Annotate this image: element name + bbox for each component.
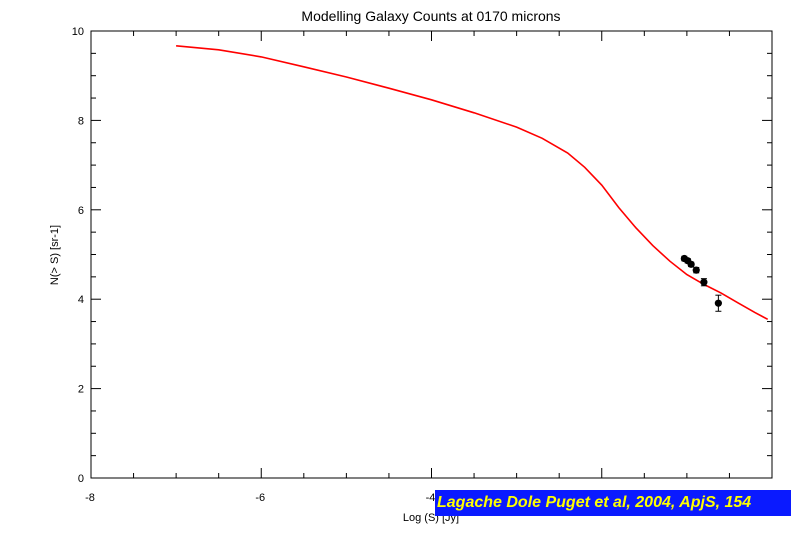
chart-title: Modelling Galaxy Counts at 0170 microns (301, 8, 560, 24)
data-point (700, 278, 708, 286)
x-tick-label: -4 (426, 492, 436, 504)
credit-banner: Lagache Dole Puget et al, 2004, ApjS, 15… (435, 490, 791, 516)
y-axis-label: N(> S) [sr-1] (49, 225, 61, 285)
x-tick-label: -8 (85, 492, 95, 504)
plot-frame (90, 30, 773, 479)
y-tick-label: 2 (78, 384, 84, 396)
y-tick-label: 0 (78, 473, 84, 485)
data-point (692, 266, 700, 274)
data-point (687, 260, 695, 268)
data-point (714, 299, 722, 307)
model-curve (176, 45, 769, 321)
y-tick-label: 4 (78, 294, 84, 306)
y-tick-label: 10 (72, 26, 84, 38)
axis-ticks (90, 30, 773, 479)
y-tick-label: 6 (78, 205, 84, 217)
series-layer (176, 45, 769, 321)
x-tick-label: -6 (255, 492, 265, 504)
tick-labels: -8 -6 -4 0 2 4 6 8 10 (72, 26, 436, 504)
y-tick-label: 8 (78, 115, 84, 127)
